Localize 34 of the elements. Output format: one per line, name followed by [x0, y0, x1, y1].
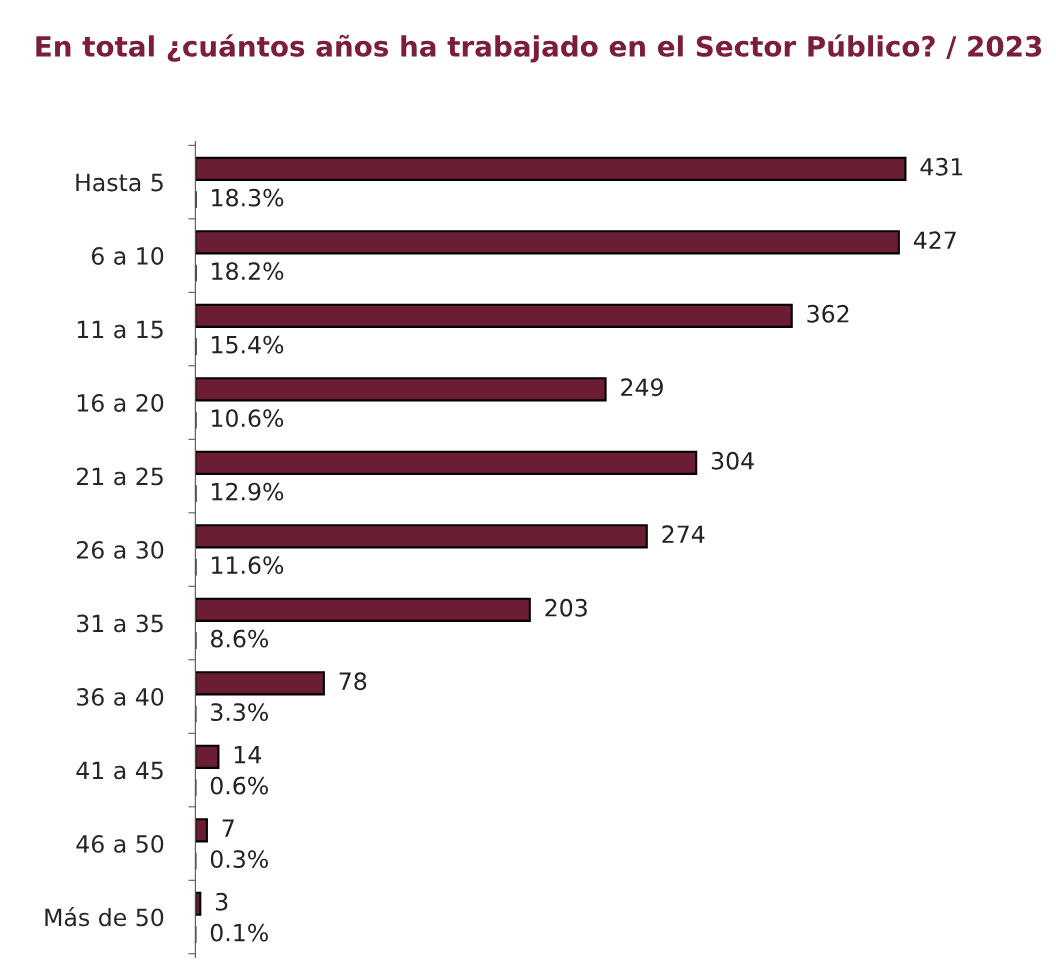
data-label: 18.2% [212, 262, 284, 281]
data-label: 427 [913, 231, 956, 249]
data-label: 0.6% [210, 776, 268, 795]
data-label: 249 [621, 378, 663, 397]
data-label: 78 [339, 672, 367, 691]
data-label: 362 [807, 304, 849, 323]
chart-title: En total ¿cuántos años ha trabajado en el Sector Público? / 2023 [36, 34, 1042, 63]
data-label: 18.3% [212, 188, 284, 207]
data-label: 14 [234, 746, 262, 764]
y-tick-label: 36 a 40 [77, 688, 164, 706]
y-tick-label: 46 a 50 [76, 834, 164, 853]
data-label: 0.3% [210, 850, 268, 869]
y-tick-label: 6 a 10 [91, 247, 164, 265]
y-tick-label: 41 a 45 [76, 761, 163, 780]
data-label: 274 [662, 525, 705, 543]
data-label: 10.6% [212, 409, 284, 428]
data-label: 304 [711, 451, 754, 470]
data-label: 11.6% [212, 556, 284, 575]
data-label: 3 [215, 892, 228, 911]
y-tick-label: Hasta 5 [76, 173, 163, 192]
data-label: 431 [920, 157, 963, 176]
y-tick-label: Más de 50 [45, 907, 164, 927]
data-label: 15.4% [212, 335, 284, 354]
data-label: 12.9% [212, 482, 284, 501]
data-label: 8.6% [210, 629, 269, 648]
y-tick-label: 21 a 25 [76, 467, 163, 486]
y-tick-label: 11 a 15 [77, 320, 163, 339]
data-label: 3.3% [211, 703, 268, 722]
y-tick-label: 16 a 20 [77, 394, 164, 412]
data-label: 203 [545, 598, 587, 617]
y-tick-label: 26 a 30 [76, 541, 164, 559]
y-tick-label: 31 a 35 [77, 614, 163, 633]
data-label: 0.1% [210, 923, 268, 942]
data-label: 7 [222, 819, 234, 837]
